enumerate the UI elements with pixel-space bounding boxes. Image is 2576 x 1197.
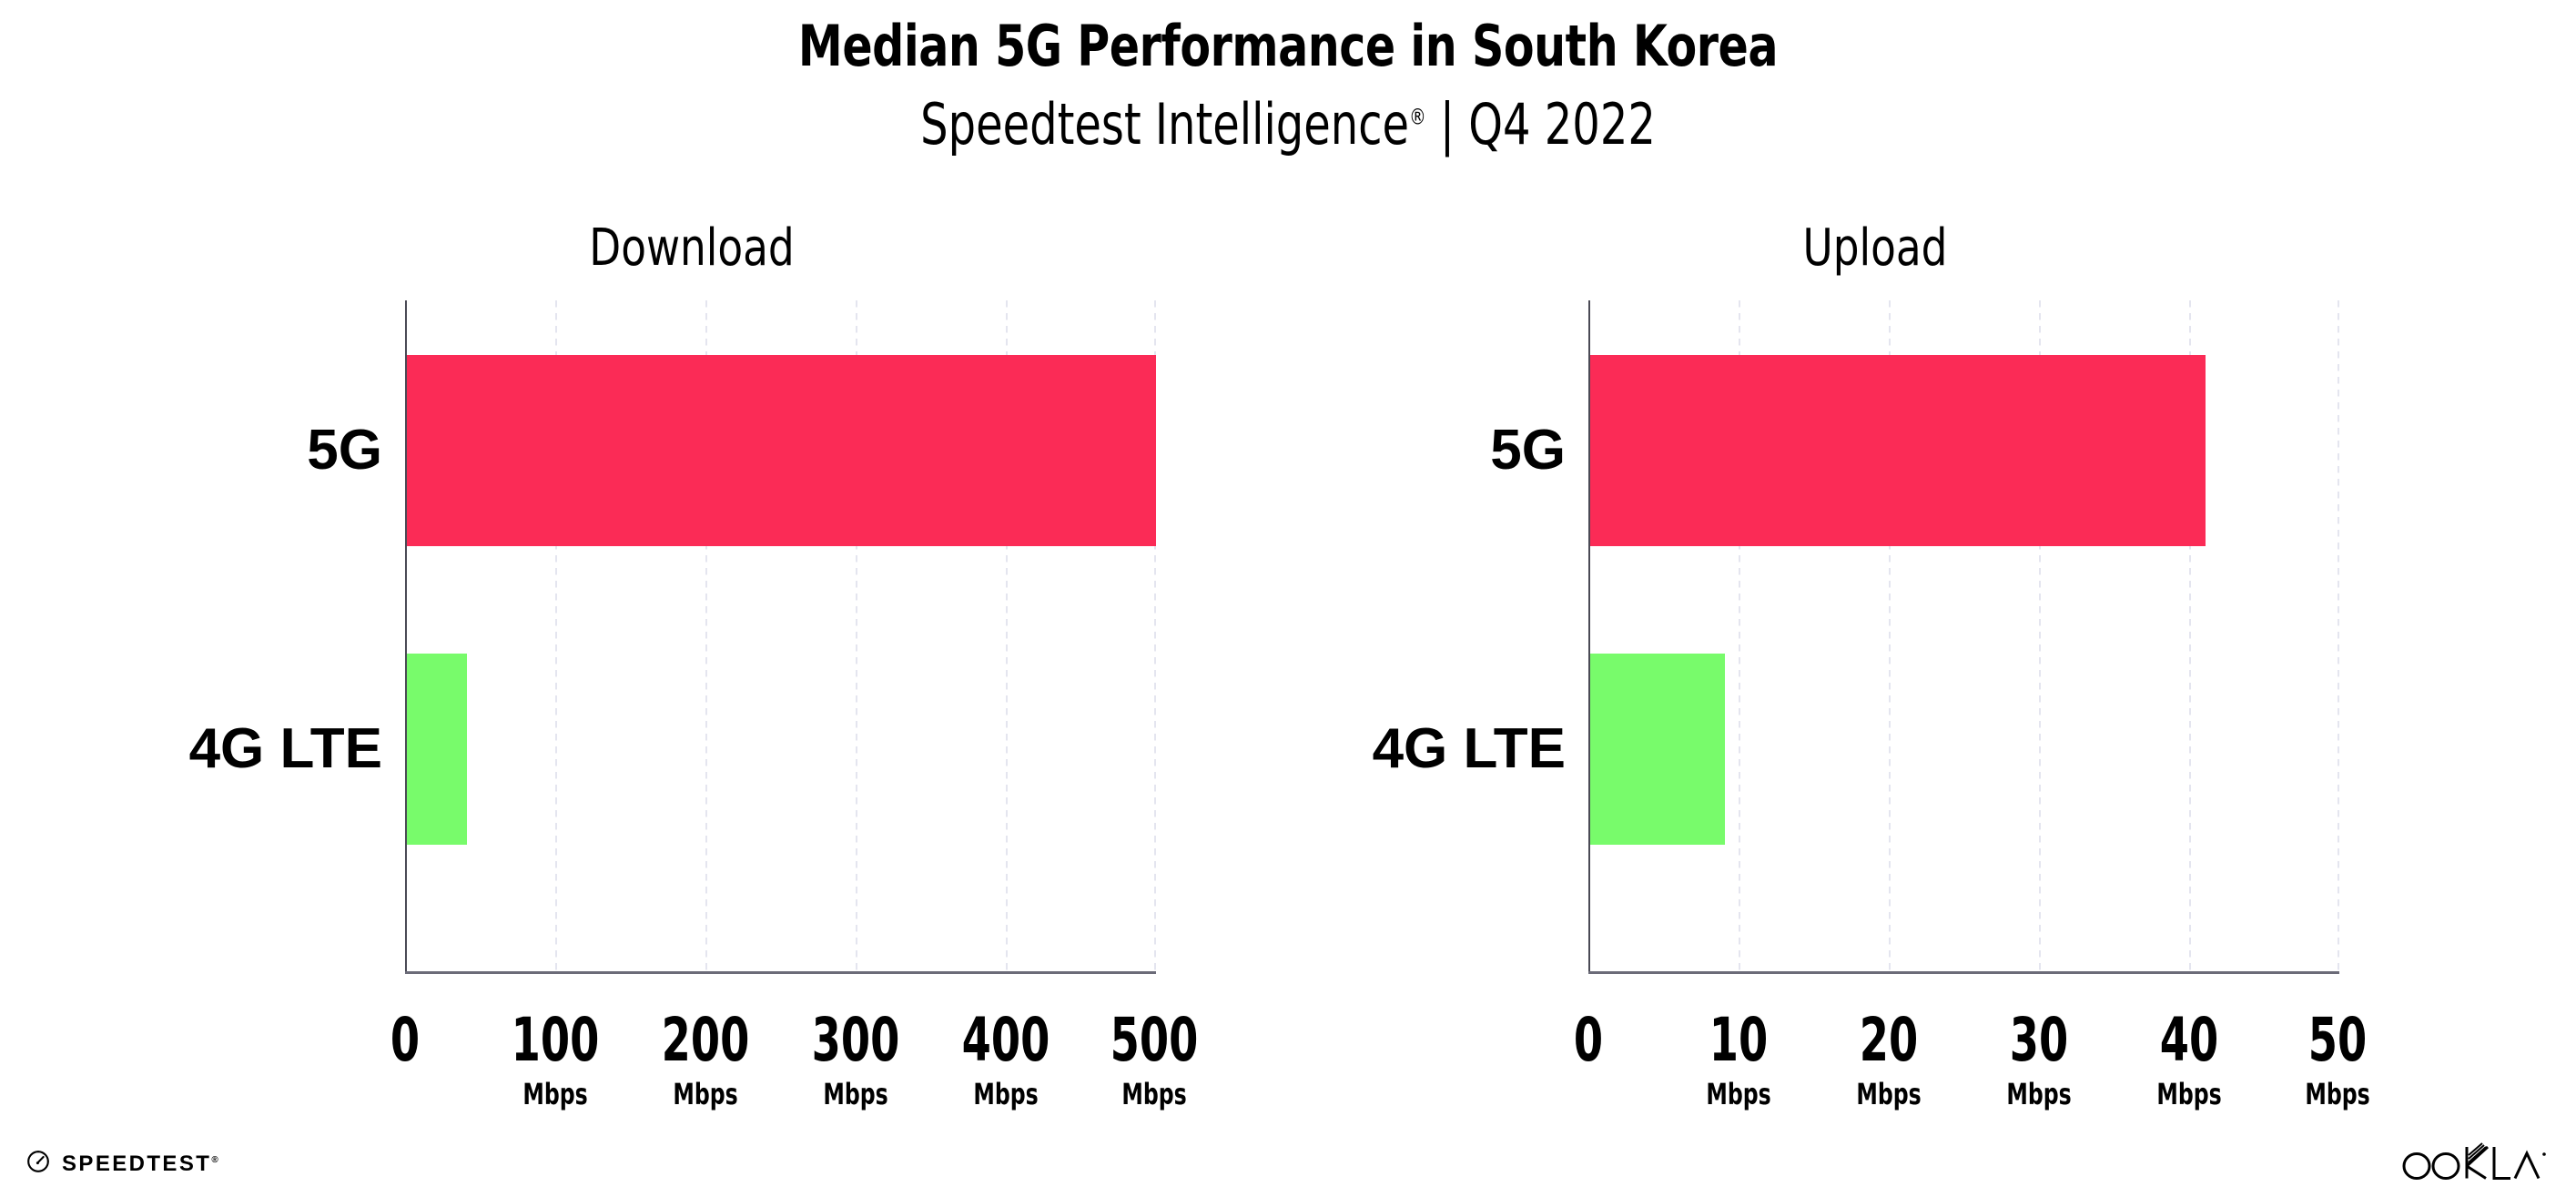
xtick-unit: Mbps xyxy=(2006,1077,2072,1111)
xtick-unit: Mbps xyxy=(673,1077,738,1111)
gridline-upload-5 xyxy=(2338,300,2339,974)
gridline-download-2 xyxy=(705,300,707,974)
xtick-download-200: 200 Mbps xyxy=(605,1005,806,1111)
xtick-unit: Mbps xyxy=(522,1077,588,1111)
registered-mark-icon: ® xyxy=(211,1154,218,1165)
xtick-unit: Mbps xyxy=(973,1077,1039,1111)
xtick-label: 300 xyxy=(811,1005,900,1075)
gridline-upload-2 xyxy=(1889,300,1891,974)
gridline-download-1 xyxy=(555,300,557,974)
xtick-label: 30 xyxy=(2009,1005,2069,1075)
xtick-label: 50 xyxy=(2307,1005,2368,1075)
xtick-upload-30: 30 Mbps xyxy=(1939,1005,2139,1111)
gridline-download-3 xyxy=(856,300,857,974)
ookla-wordmark-icon xyxy=(2402,1142,2546,1180)
gridline-download-5 xyxy=(1154,300,1156,974)
x-axis-line-upload xyxy=(1588,971,2339,974)
speedtest-wordmark: SPEEDTEST® xyxy=(62,1151,218,1177)
x-axis-line-download xyxy=(405,971,1156,974)
xtick-unit: Mbps xyxy=(1706,1077,1771,1111)
xtick-label: 100 xyxy=(511,1005,600,1075)
xtick-upload-10: 10 Mbps xyxy=(1638,1005,1839,1111)
xtick-unit: Mbps xyxy=(2156,1077,2222,1111)
xtick-label: 200 xyxy=(661,1005,750,1075)
chart-panel-download: Download 5G 4G LTE 0 100 Mbps 200 Mbps 3… xyxy=(164,218,1220,1109)
gridline-upload-1 xyxy=(1739,300,1740,974)
xtick-label: 400 xyxy=(961,1005,1050,1075)
subtitle-period: | Q4 2022 xyxy=(1425,91,1656,157)
speedtest-wordmark-text: SPEEDTEST xyxy=(62,1151,212,1176)
xtick-label: 20 xyxy=(1859,1005,1919,1075)
xtick-label: 0 xyxy=(1573,1005,1604,1075)
xtick-download-400: 400 Mbps xyxy=(906,1005,1106,1111)
category-label-5g-upload: 5G xyxy=(1490,419,1566,482)
ookla-logo xyxy=(2396,1136,2551,1192)
xtick-unit: Mbps xyxy=(823,1077,888,1111)
page-subtitle: Speedtest Intelligence® | Q4 2022 xyxy=(180,91,2396,157)
xtick-upload-0: 0 xyxy=(1488,1010,1689,1080)
gridline-download-4 xyxy=(1006,300,1008,974)
page-title: Median 5G Performance in South Korea xyxy=(797,13,1779,79)
y-axis-line-download xyxy=(405,300,407,974)
xtick-download-100: 100 Mbps xyxy=(455,1005,655,1111)
gridline-upload-4 xyxy=(2189,300,2191,974)
bar-5g-upload xyxy=(1590,355,2206,546)
speedometer-icon xyxy=(25,1149,51,1179)
category-label-4g-download: 4G LTE xyxy=(188,717,382,780)
plot-area-upload xyxy=(1588,300,2339,974)
xtick-label: 40 xyxy=(2159,1005,2219,1075)
plot-area-download xyxy=(405,300,1156,974)
chart-title-download: Download xyxy=(589,218,795,278)
chart-panel-upload: Upload 5G 4G LTE 0 10 Mbps 20 Mbps 30 Mb… xyxy=(1347,218,2403,1109)
xtick-label: 500 xyxy=(1110,1005,1199,1075)
category-label-5g-download: 5G xyxy=(307,419,382,482)
bar-4g-upload xyxy=(1590,654,1725,845)
y-axis-line-upload xyxy=(1588,300,1590,974)
xtick-label: 10 xyxy=(1709,1005,1769,1075)
xtick-download-500: 500 Mbps xyxy=(1054,1005,1254,1111)
xtick-unit: Mbps xyxy=(1856,1077,1922,1111)
registered-mark-icon: ® xyxy=(1409,104,1426,130)
gridline-upload-3 xyxy=(2039,300,2041,974)
bar-4g-download xyxy=(407,654,467,845)
xtick-download-0: 0 xyxy=(305,1010,505,1080)
xtick-upload-50: 50 Mbps xyxy=(2237,1005,2438,1111)
xtick-download-300: 300 Mbps xyxy=(756,1005,956,1111)
xtick-upload-40: 40 Mbps xyxy=(2089,1005,2289,1111)
category-label-4g-upload: 4G LTE xyxy=(1372,717,1566,780)
xtick-label: 0 xyxy=(390,1005,421,1075)
xtick-unit: Mbps xyxy=(2305,1077,2370,1111)
bar-5g-download xyxy=(407,355,1156,546)
xtick-unit: Mbps xyxy=(1121,1077,1187,1111)
subtitle-product: Speedtest Intelligence xyxy=(920,91,1410,157)
chart-title-upload: Upload xyxy=(1802,218,1948,278)
speedtest-logo: SPEEDTEST® xyxy=(25,1149,218,1179)
xtick-upload-20: 20 Mbps xyxy=(1789,1005,1989,1111)
